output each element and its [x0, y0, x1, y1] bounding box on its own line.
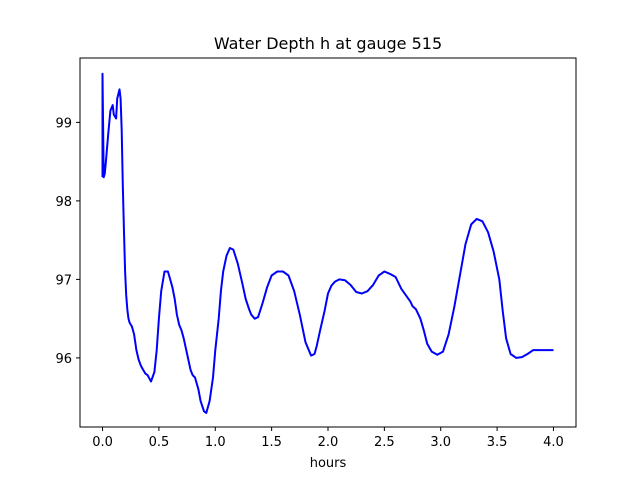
plot-area	[79, 57, 577, 428]
x-tick-label: 2.0	[318, 435, 339, 450]
x-tick-label: 1.0	[205, 435, 226, 450]
water-depth-line	[101, 72, 554, 414]
axes-frame	[79, 57, 577, 428]
y-tick-label: 96	[55, 352, 72, 367]
x-tick-label: 0.0	[92, 435, 113, 450]
x-axis-label: hours	[310, 456, 347, 471]
chart-title: Water Depth h at gauge 515	[214, 34, 442, 53]
x-tick-label: 0.5	[149, 435, 170, 450]
y-tick-label: 99	[55, 116, 72, 131]
x-axis: 0.0 0.5 1.0 1.5 2.0 2.5 3.0 3.5 4.0	[92, 427, 564, 450]
y-axis: 96 97 98 99	[55, 116, 80, 367]
x-tick-label: 4.0	[543, 435, 564, 450]
y-tick-label: 98	[55, 195, 72, 210]
x-tick-label: 3.0	[430, 435, 451, 450]
y-tick-label: 97	[55, 273, 72, 288]
x-tick-label: 2.5	[374, 435, 395, 450]
x-tick-label: 1.5	[261, 435, 282, 450]
x-tick-label: 3.5	[487, 435, 508, 450]
